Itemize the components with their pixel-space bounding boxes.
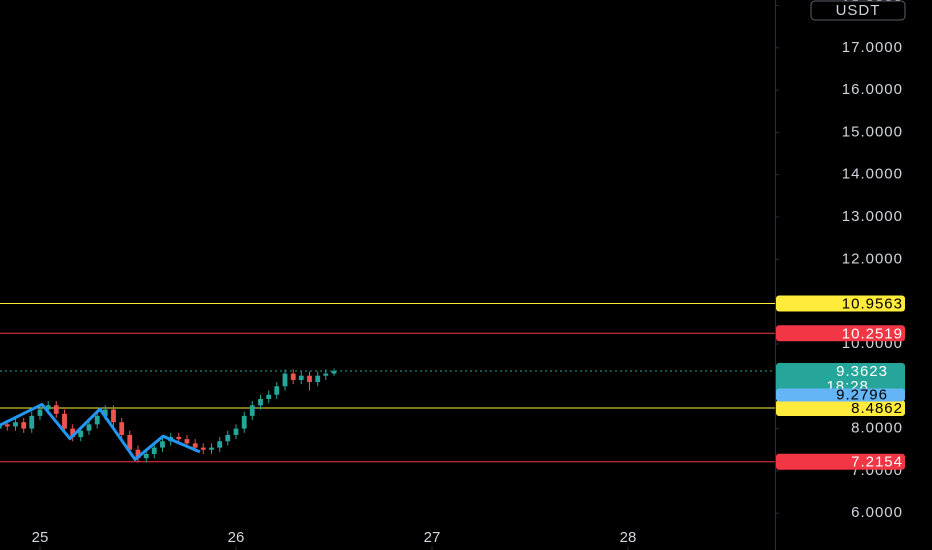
candle-body [315, 375, 321, 383]
candle-body [249, 405, 255, 416]
level-label: 7.2154 [851, 454, 903, 471]
candle-body [45, 405, 51, 410]
last-price-box [776, 362, 905, 395]
candle-body [258, 398, 263, 406]
candle-body [143, 453, 149, 459]
candle-body [298, 375, 304, 380]
candle-body [225, 434, 231, 442]
level-label: 10.2519 [842, 325, 903, 342]
candle-body [217, 441, 223, 448]
candle-body [37, 409, 43, 416]
candle-body [200, 447, 206, 450]
x-tick-label: 26 [228, 529, 245, 546]
zigzag-line [0, 402, 201, 461]
candle-body [62, 413, 67, 429]
candle-body [331, 370, 337, 374]
level-label-box [776, 295, 905, 312]
candle-body [70, 428, 76, 438]
candle-body [176, 437, 182, 440]
candle-body [13, 422, 18, 427]
candle-body [307, 375, 312, 383]
currency-label: USDT [836, 2, 881, 19]
candle-body [86, 424, 92, 431]
marker-price-label: 9.2796 [836, 386, 888, 403]
candle-body [282, 373, 288, 387]
y-tick-label: 12.0000 [842, 250, 903, 267]
candle-body [233, 428, 239, 435]
candle-body [78, 430, 84, 438]
level-label: 10.9563 [842, 295, 903, 312]
level-label-box [776, 400, 905, 417]
candle-body [53, 405, 59, 414]
y-tick-label: 8.0000 [851, 420, 903, 437]
candle-body [323, 373, 329, 376]
candle-body [135, 449, 141, 459]
candle-body [94, 415, 100, 425]
candle-body [119, 422, 125, 435]
candle-body [29, 415, 35, 429]
candle-body [127, 434, 133, 450]
last-price-label: 9.3623 [836, 363, 888, 380]
candle-body [160, 441, 165, 448]
candle-body [184, 439, 190, 444]
candle-body [192, 443, 198, 448]
candle-body [21, 422, 27, 429]
x-tick-label: 28 [620, 529, 637, 546]
candle-body [151, 447, 157, 454]
candle-body [241, 415, 247, 429]
y-tick-label: 17.0000 [842, 39, 903, 56]
plot-area: 25 26 27 28 [0, 303, 775, 550]
currency-box [810, 0, 906, 21]
y-tick-label: 16.0000 [842, 81, 903, 98]
x-tick-label: 25 [32, 529, 49, 546]
candle-body [290, 373, 296, 380]
candle-body [209, 447, 214, 450]
y-tick-label: 6.0000 [851, 504, 903, 521]
candle-body [111, 409, 116, 423]
level-label: 8.4862 [851, 400, 903, 417]
level-label-box [776, 325, 905, 342]
x-tick-label: 27 [424, 529, 441, 546]
marker-price-box [776, 388, 905, 402]
y-tick-label: 13.0000 [842, 208, 903, 225]
candle-body [274, 386, 280, 395]
y-tick-label: 14.0000 [842, 166, 903, 183]
level-label-box [776, 453, 905, 470]
candle-body [102, 409, 108, 416]
y-tick-label: 15.0000 [842, 123, 903, 140]
price-axis: 6.00007.00008.000010.000012.000013.00001… [775, 0, 906, 521]
candle-body [266, 394, 272, 399]
candle-body [4, 424, 10, 427]
